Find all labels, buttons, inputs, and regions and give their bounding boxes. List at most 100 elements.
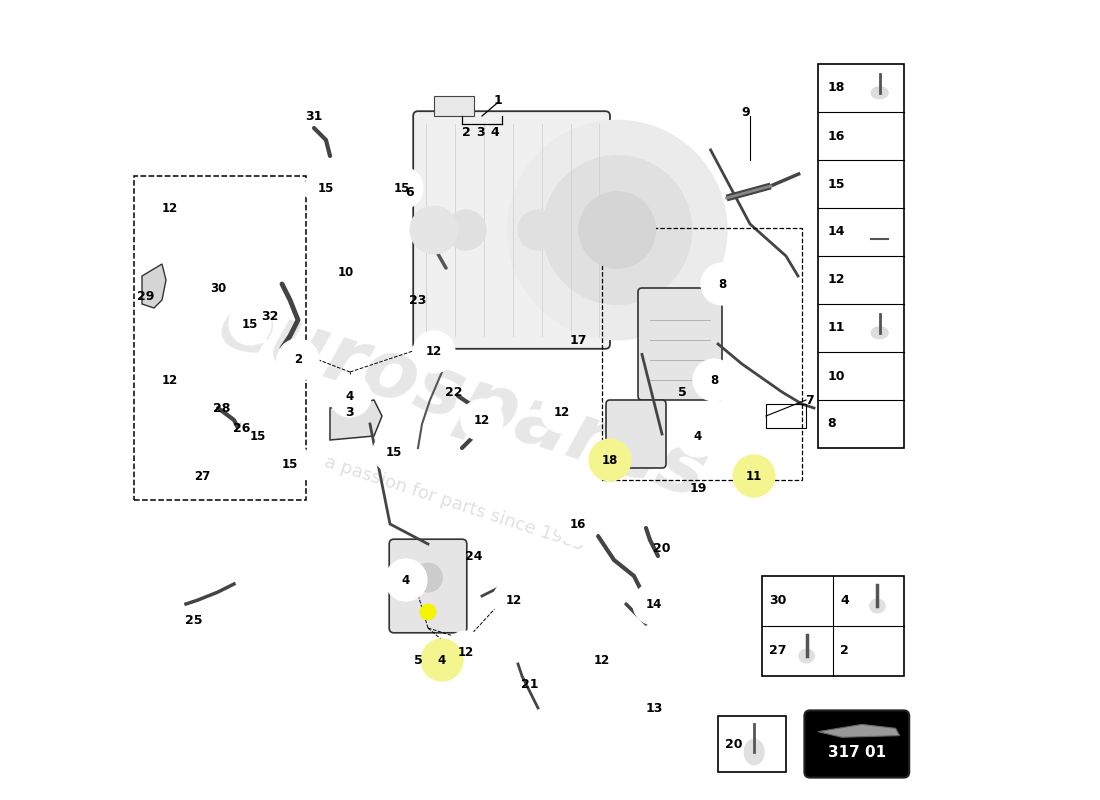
Ellipse shape: [871, 86, 888, 98]
Text: 20: 20: [653, 542, 671, 554]
Bar: [614, 448, 622, 460]
Text: 12: 12: [458, 646, 474, 658]
Text: 8: 8: [710, 374, 718, 386]
Bar: [602, 228, 802, 480]
Polygon shape: [330, 400, 382, 440]
Circle shape: [277, 339, 319, 381]
Text: 12: 12: [426, 346, 442, 358]
Bar: [766, 404, 806, 428]
Text: 317 01: 317 01: [827, 745, 886, 760]
Circle shape: [581, 639, 623, 681]
Circle shape: [305, 167, 346, 209]
Text: 4: 4: [402, 574, 410, 586]
FancyBboxPatch shape: [804, 710, 910, 778]
Text: 8: 8: [718, 278, 726, 290]
Text: 2: 2: [294, 354, 302, 366]
Text: 14: 14: [827, 226, 845, 238]
Text: 15: 15: [386, 446, 403, 458]
Text: 12: 12: [827, 274, 845, 286]
Circle shape: [270, 443, 311, 485]
Text: 21: 21: [521, 678, 539, 690]
Text: 15: 15: [394, 182, 410, 194]
Text: 2: 2: [840, 645, 849, 658]
Bar: [818, 64, 903, 448]
Circle shape: [382, 167, 422, 209]
Text: 12: 12: [554, 406, 570, 418]
Text: 4: 4: [840, 594, 849, 607]
Circle shape: [461, 399, 503, 441]
Circle shape: [329, 375, 371, 417]
Text: 28: 28: [213, 402, 231, 414]
Text: 15: 15: [250, 430, 266, 442]
Text: 5: 5: [678, 386, 686, 398]
Ellipse shape: [860, 362, 899, 389]
Circle shape: [542, 155, 692, 305]
Text: 5: 5: [414, 654, 422, 666]
Text: 15: 15: [318, 182, 334, 194]
Text: 25: 25: [185, 614, 202, 626]
Circle shape: [410, 206, 458, 254]
Circle shape: [420, 604, 436, 620]
Circle shape: [421, 639, 463, 681]
Text: 16: 16: [827, 130, 845, 142]
FancyBboxPatch shape: [606, 400, 666, 468]
Text: 4: 4: [491, 126, 499, 138]
Text: 11: 11: [746, 470, 762, 482]
Text: 26: 26: [233, 422, 251, 434]
Text: a passion for parts since 1985: a passion for parts since 1985: [321, 454, 586, 554]
Circle shape: [558, 503, 598, 545]
FancyBboxPatch shape: [638, 288, 722, 400]
Bar: [718, 716, 786, 772]
Ellipse shape: [860, 266, 899, 293]
Text: 12: 12: [506, 594, 522, 606]
Circle shape: [385, 559, 427, 601]
Text: 10: 10: [338, 266, 354, 278]
Text: 18: 18: [602, 454, 618, 466]
FancyBboxPatch shape: [389, 539, 466, 633]
Ellipse shape: [794, 587, 826, 614]
Ellipse shape: [871, 326, 888, 338]
Ellipse shape: [870, 418, 889, 430]
Text: 7: 7: [805, 394, 814, 406]
Circle shape: [446, 631, 487, 673]
Text: 1: 1: [494, 94, 503, 106]
Text: 15: 15: [827, 178, 845, 190]
Text: 27: 27: [769, 645, 786, 658]
Text: 14: 14: [646, 598, 662, 610]
Text: 9: 9: [741, 106, 750, 118]
FancyBboxPatch shape: [414, 111, 611, 349]
Text: 2: 2: [462, 126, 471, 138]
Text: 24: 24: [465, 550, 483, 562]
Circle shape: [634, 583, 674, 625]
Text: 3: 3: [476, 126, 485, 138]
Text: 19: 19: [690, 482, 706, 494]
Circle shape: [414, 331, 454, 373]
Text: 4: 4: [694, 430, 702, 442]
Text: 6: 6: [406, 186, 415, 198]
Text: 4: 4: [438, 654, 447, 666]
Text: 12: 12: [162, 374, 178, 386]
Text: 13: 13: [646, 702, 662, 714]
Ellipse shape: [799, 649, 814, 663]
Ellipse shape: [870, 599, 886, 613]
Ellipse shape: [745, 739, 764, 765]
Polygon shape: [142, 264, 166, 308]
Bar: [134, 176, 306, 500]
Text: 16: 16: [570, 518, 586, 530]
Text: 3: 3: [345, 406, 354, 418]
Text: 8: 8: [827, 418, 836, 430]
Ellipse shape: [861, 220, 898, 244]
Text: 17: 17: [570, 334, 586, 346]
Bar: [762, 576, 903, 676]
Text: 20: 20: [725, 738, 742, 750]
Circle shape: [508, 121, 727, 339]
Text: 30: 30: [210, 282, 227, 294]
Ellipse shape: [802, 594, 818, 608]
Circle shape: [590, 439, 630, 481]
Circle shape: [150, 187, 190, 229]
Ellipse shape: [870, 178, 889, 190]
Text: 15: 15: [282, 458, 298, 470]
Ellipse shape: [860, 170, 899, 198]
Circle shape: [326, 251, 366, 293]
Ellipse shape: [870, 370, 889, 382]
